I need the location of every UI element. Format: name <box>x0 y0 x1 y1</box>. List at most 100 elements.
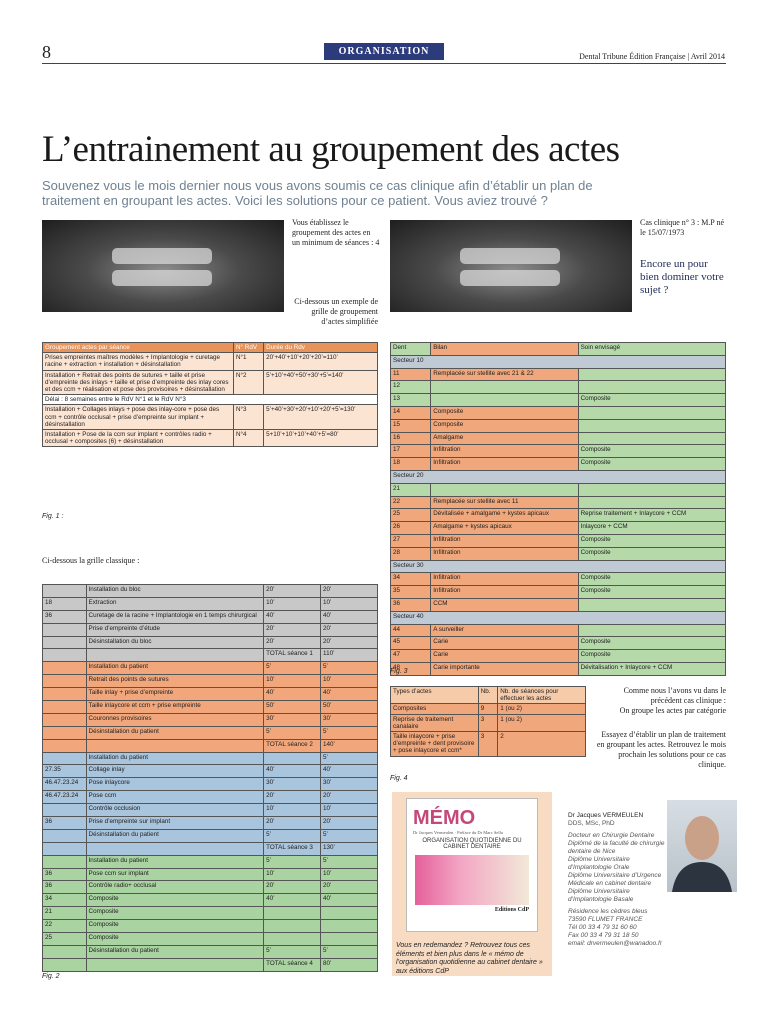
row: Installation du patient 5’ 5’ <box>42 854 378 869</box>
row: Composites 9 1 (ou 2) <box>390 703 586 715</box>
book-art <box>415 855 529 905</box>
cell <box>42 854 87 869</box>
cell: Composite <box>85 906 265 921</box>
cell: Installation du bloc <box>85 584 265 598</box>
case-note: Cas clinique n° 3 : M.P né le 15/07/1973 <box>640 218 725 237</box>
cell: 3 <box>477 731 499 757</box>
xray-teeth <box>112 248 212 286</box>
row: 22 Composite <box>42 919 378 934</box>
row: 45 Carie Composite <box>389 636 727 651</box>
cell: Carie <box>430 636 579 651</box>
book-caption: Vous en redemandez ? Retrouvez tous ces … <box>396 942 543 975</box>
cell: 5’ <box>320 828 378 843</box>
headline: L’entrainement au groupement des actes <box>42 129 620 170</box>
cell: Taille inlay + prise d’empreinte <box>85 687 265 702</box>
cell: Désinstallation du bloc <box>85 635 265 650</box>
cell: Infiltration <box>430 572 579 587</box>
xray-image <box>390 220 632 312</box>
cell: 47 <box>389 649 432 663</box>
header-cell: Durée du Rdv <box>263 341 378 354</box>
row: 17 Infiltration Composite <box>389 444 727 459</box>
header-row: Types d’actes Nb. Nb. de séances pour effe… <box>390 685 586 705</box>
cell: 40’ <box>320 893 378 908</box>
cell: 20’ <box>263 816 322 830</box>
cell <box>430 482 579 497</box>
page-number: 8 <box>42 42 51 62</box>
cell: 5’ <box>320 661 378 676</box>
cell <box>320 919 378 934</box>
cell: 10’ <box>320 867 378 882</box>
cell: 45 <box>389 636 432 651</box>
cell: Installation du patient <box>85 751 265 766</box>
cell: 46.47.23.24 <box>42 777 87 792</box>
table: Types d’actes Nb. Nb. de séances pour effe… <box>390 685 586 757</box>
cell: 36 <box>42 867 87 882</box>
header-cell: Dent <box>389 342 432 356</box>
cell: 36 <box>42 880 87 895</box>
cell <box>42 751 87 766</box>
cell <box>42 687 87 702</box>
paragraph: Essayez d’établir un plan de traitement … <box>596 730 726 769</box>
row: 36 Contrôle radio+ occlusal 20’ 20’ <box>42 880 378 895</box>
cell: 10’ <box>320 596 378 611</box>
cell: 12 <box>389 380 432 395</box>
cell: Taille inlaycore + prise d’empreinte + d… <box>390 731 479 757</box>
cell: Composite <box>577 636 727 651</box>
cell: 40’ <box>263 893 322 908</box>
row: 25 Composite <box>42 932 378 946</box>
cell: 1 (ou 2) <box>497 703 586 715</box>
cell: 36 <box>42 816 87 830</box>
cell: 46.47.23.24 <box>42 790 87 805</box>
row: Désinstallation du patient 5’ 5’ <box>42 828 378 843</box>
cell <box>577 597 727 612</box>
row: 28 Infiltration Composite <box>389 546 727 561</box>
cell: 14 <box>389 405 432 420</box>
cell: N°1 <box>232 352 265 371</box>
author-box: Dr Jacques VERMEULEN DDS, MSc, PhD Docte… <box>568 812 672 948</box>
row: TOTAL séance 3 130’ <box>42 841 378 856</box>
cell: N°3 <box>232 404 265 431</box>
row: Installation du patient 5’ 5’ <box>42 661 378 676</box>
cell <box>85 841 265 856</box>
cell: Infiltration <box>430 444 579 459</box>
cell: Composite <box>577 546 727 561</box>
cell: 5’+10’+40’+50’+30’+5’=140’ <box>263 369 378 396</box>
caption: Fig. 1 : <box>42 513 64 520</box>
cell: Pose ccm sur implant <box>85 867 265 882</box>
cell: 5’ <box>263 854 322 869</box>
row: 34 Infiltration Composite <box>389 572 727 587</box>
cell: 20’ <box>263 635 322 650</box>
cell: Amalgame <box>430 431 579 446</box>
cell <box>577 431 727 446</box>
row: 26 Amalgame + kystes apicaux Inlaycore + C… <box>389 521 727 535</box>
cell: Composite <box>577 457 727 471</box>
address-line: Fax 00 33 4 79 31 18 50 <box>568 932 639 939</box>
cell: 20’+40’+10’+20’+20’=110’ <box>263 352 378 371</box>
row: 36 Pose ccm sur implant 10’ 10’ <box>42 867 378 882</box>
cell: Taille inlaycore et ccm + prise empreint… <box>85 700 265 714</box>
cell: 5’+40’+30’+20’+10’+20’+5’=130’ <box>263 404 378 431</box>
row: 36 CCM <box>389 597 727 612</box>
cell: Carie importante <box>430 661 579 676</box>
cell <box>85 648 265 663</box>
cell: 18 <box>389 457 432 471</box>
cell: 18 <box>42 596 87 611</box>
row: Reprise de traitement canalaire 3 1 (ou 2) <box>390 713 586 733</box>
cell: 5’ <box>320 854 378 869</box>
cell: 50’ <box>320 700 378 714</box>
cell <box>577 418 727 433</box>
row: 34 Composite 40’ 40’ <box>42 893 378 908</box>
cell: 110’ <box>320 648 378 663</box>
author-degrees: DDS, MSc, PhD <box>568 820 615 827</box>
cell: Installation + Pose de la ccm sur implan… <box>42 429 234 448</box>
row: TOTAL séance 1 110’ <box>42 648 378 663</box>
row: 27 Infiltration Composite <box>389 533 727 548</box>
cell: A surveiller <box>430 623 579 638</box>
cell <box>85 957 265 972</box>
cell: 20’ <box>320 790 378 805</box>
cell: 20’ <box>320 816 378 830</box>
cell: 28 <box>389 546 432 561</box>
cell: 20’ <box>320 622 378 637</box>
cell: 20’ <box>320 880 378 895</box>
cell: 10’ <box>263 867 322 882</box>
